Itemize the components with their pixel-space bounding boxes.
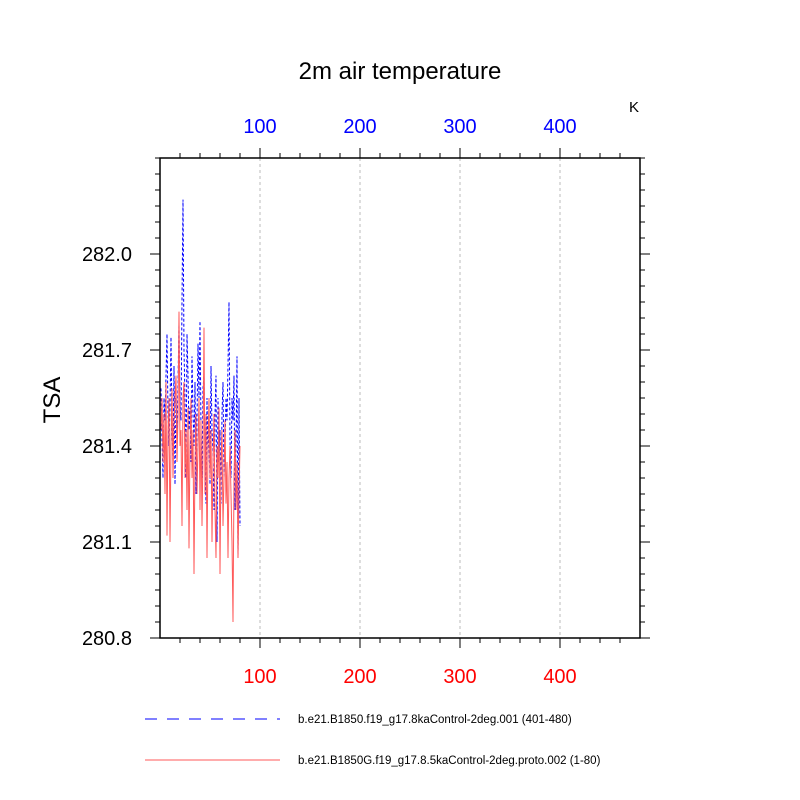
y-tick-label-281.1: 281.1 — [82, 532, 132, 554]
x-tick-label-top-200: 200 — [343, 116, 376, 138]
y-tick-label-281.4: 281.4 — [82, 436, 132, 458]
ticks — [150, 148, 650, 648]
tick-labels: 100 100 200 200 300 300 400 400 280.8 281.1 281.4 2… — [82, 116, 577, 688]
y-tick-label-280.8: 280.8 — [82, 628, 132, 650]
x-tick-label-bottom-100: 100 — [243, 666, 276, 688]
grid — [259, 158, 561, 638]
x-tick-label-bottom-400: 400 — [543, 666, 576, 688]
legend-label-0: b.e21.B1850.f19_g17.8kaControl-2deg.001 … — [298, 714, 572, 726]
x-tick-label-bottom-300: 300 — [443, 666, 476, 688]
y-tick-label-282: 282.0 — [82, 244, 132, 266]
units-label: K — [629, 99, 639, 116]
series-line-0 — [160, 199, 241, 559]
x-tick-label-top-100: 100 — [243, 116, 276, 138]
chart-title: 2m air temperature — [299, 58, 502, 85]
y-tick-label-281.7: 281.7 — [82, 340, 132, 362]
legend-label-1: b.e21.B1850G.f19_g17.8.5kaControl-2deg.p… — [298, 755, 601, 767]
x-tick-label-bottom-200: 200 — [343, 666, 376, 688]
plot-lines — [160, 199, 241, 623]
y-axis-label: TSA — [39, 377, 66, 424]
legend: b.e21.B1850.f19_g17.8kaControl-2deg.001 … — [145, 714, 601, 767]
series-line-1 — [160, 311, 241, 623]
x-tick-label-top-400: 400 — [543, 116, 576, 138]
x-tick-label-top-300: 300 — [443, 116, 476, 138]
